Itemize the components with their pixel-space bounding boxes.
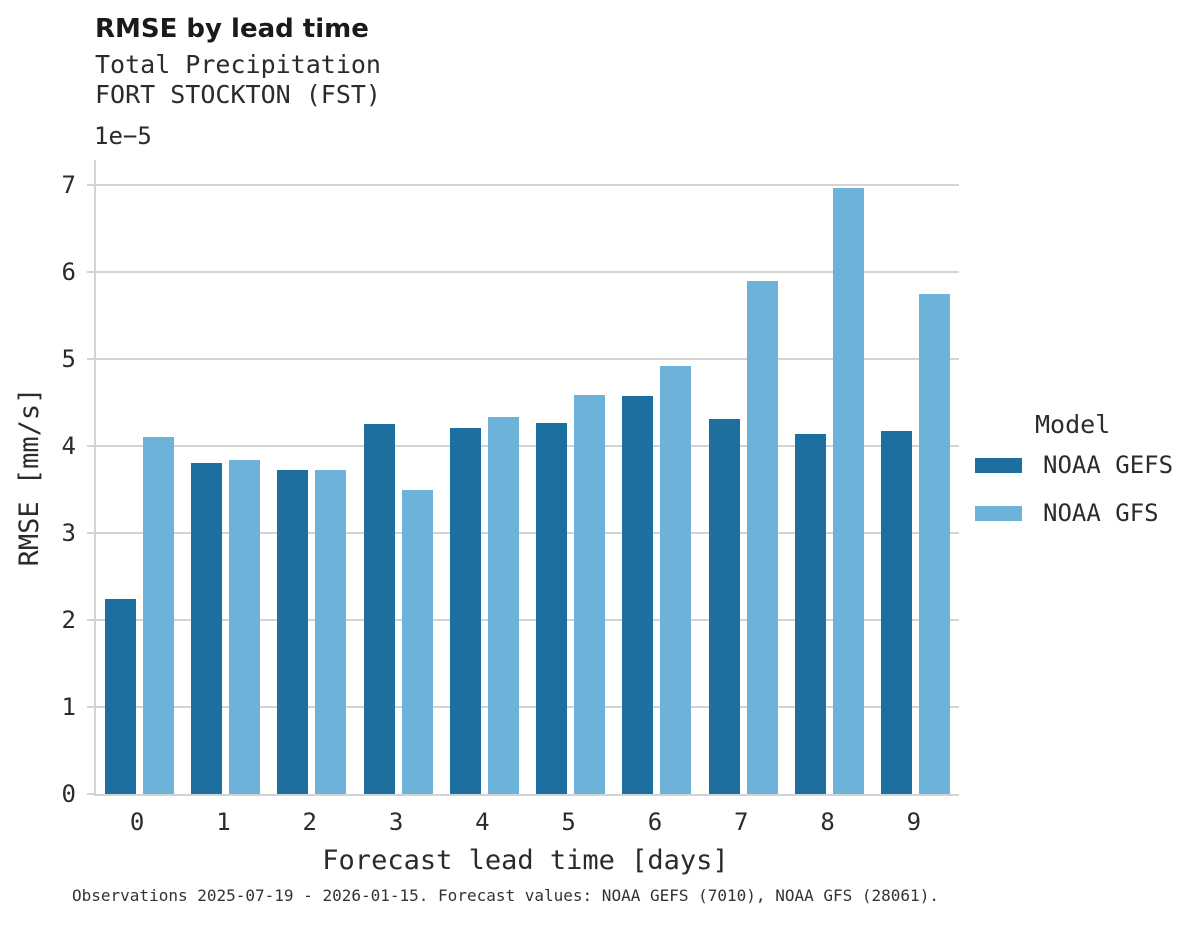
y-tick-mark — [87, 706, 94, 708]
legend-label-noaa-gfs: NOAA GFS — [1043, 499, 1159, 527]
x-tick-label: 8 — [820, 808, 835, 836]
legend-swatch-noaa-gfs — [975, 505, 1022, 521]
y-tick-label: 0 — [61, 780, 76, 808]
y-axis-offset-label: 1e−5 — [94, 122, 152, 150]
bar-noaa-gfs-lead-2 — [315, 470, 347, 794]
gridline — [96, 358, 959, 360]
bar-noaa-gfs-lead-5 — [574, 394, 606, 794]
y-tick-label: 6 — [61, 258, 76, 286]
gridline — [96, 619, 959, 621]
y-tick-label: 4 — [61, 432, 76, 460]
plot-area — [87, 160, 959, 796]
gridline — [96, 706, 959, 708]
x-tick-label: 2 — [302, 808, 317, 836]
bar-noaa-gefs-lead-8 — [795, 433, 827, 794]
y-tick-label: 2 — [61, 606, 76, 634]
bar-noaa-gfs-lead-9 — [919, 293, 951, 794]
gridline — [96, 271, 959, 273]
y-tick-mark — [87, 271, 94, 273]
legend-item-noaa-gfs: NOAA GFS — [975, 499, 1190, 527]
chart-title: RMSE by lead time — [95, 14, 369, 44]
bar-noaa-gfs-lead-1 — [228, 459, 260, 794]
bar-noaa-gefs-lead-6 — [622, 396, 654, 794]
bar-noaa-gfs-lead-0 — [142, 437, 174, 794]
legend-item-noaa-gefs: NOAA GEFS — [975, 451, 1190, 479]
bar-noaa-gefs-lead-3 — [363, 424, 395, 794]
x-tick-label: 6 — [647, 808, 663, 836]
gridline — [96, 184, 959, 186]
y-tick-mark — [87, 445, 94, 447]
bar-noaa-gfs-lead-3 — [401, 489, 433, 794]
bar-noaa-gfs-lead-8 — [833, 188, 865, 794]
caption: Observations 2025-07-19 - 2026-01-15. Fo… — [72, 886, 939, 905]
y-tick-mark — [87, 358, 94, 360]
y-tick-label: 3 — [61, 519, 76, 547]
x-tick-labels: 0 1 2 3 4 5 6 7 8 9 — [94, 806, 957, 838]
legend-label-noaa-gefs: NOAA GEFS — [1043, 451, 1174, 479]
chart-subtitle-variable: Total Precipitation — [95, 50, 381, 79]
bar-noaa-gefs-lead-2 — [277, 470, 309, 794]
y-tick-mark — [87, 619, 94, 621]
bar-noaa-gefs-lead-7 — [708, 419, 740, 794]
bar-noaa-gfs-lead-7 — [746, 280, 778, 794]
bar-noaa-gefs-lead-9 — [881, 431, 913, 794]
y-tick-label: 1 — [61, 693, 76, 721]
y-tick-label: 5 — [61, 345, 76, 373]
x-tick-label: 1 — [216, 808, 231, 836]
y-tick-mark — [87, 184, 94, 186]
x-tick-label: 7 — [734, 808, 749, 836]
legend-swatch-noaa-gefs — [975, 457, 1022, 473]
gridline — [96, 445, 959, 447]
legend-title: Model — [1035, 410, 1111, 439]
y-tick-label: 7 — [61, 171, 76, 199]
y-tick-mark — [87, 532, 94, 534]
x-tick-label: 3 — [388, 808, 404, 836]
bar-noaa-gefs-lead-5 — [536, 423, 568, 794]
y-tick-mark — [87, 793, 94, 795]
y-tick-labels: 0 1 2 3 4 5 6 7 — [0, 160, 80, 808]
gridline — [96, 532, 959, 534]
x-tick-label: 5 — [561, 808, 576, 836]
x-tick-label: 9 — [906, 808, 922, 836]
x-tick-label: 0 — [129, 808, 145, 836]
x-tick-label: 4 — [475, 808, 490, 836]
bar-noaa-gefs-lead-4 — [449, 427, 481, 794]
bar-noaa-gefs-lead-1 — [190, 463, 222, 794]
bar-noaa-gfs-lead-6 — [660, 365, 692, 794]
x-axis-label: Forecast lead time [days] — [322, 845, 729, 876]
chart-subtitle-station: FORT STOCKTON (FST) — [95, 80, 381, 109]
bar-noaa-gfs-lead-4 — [487, 417, 519, 794]
bar-noaa-gefs-lead-0 — [104, 599, 136, 794]
legend: Model NOAA GEFS NOAA GFS — [975, 410, 1190, 547]
